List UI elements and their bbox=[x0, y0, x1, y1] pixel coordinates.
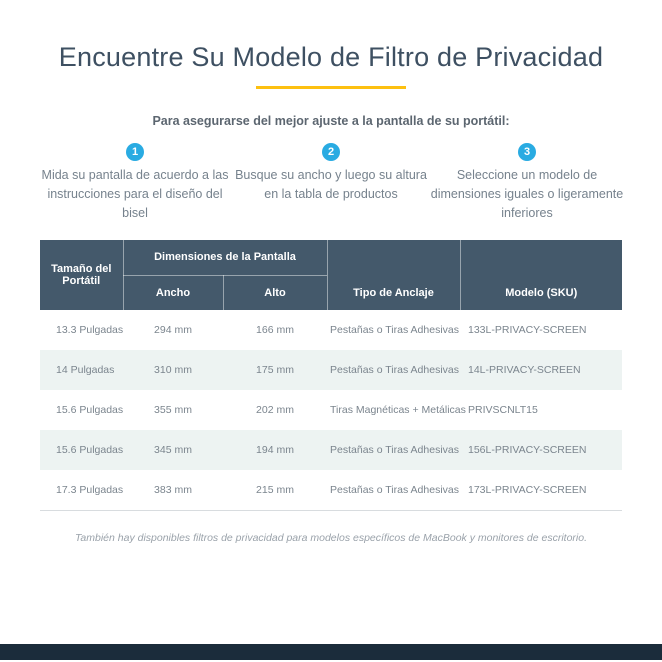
step-2-number-icon: 2 bbox=[322, 143, 340, 161]
cell-width: 345 mm bbox=[154, 444, 192, 456]
section-divider bbox=[40, 510, 622, 511]
col-header-height: Alto bbox=[223, 275, 327, 310]
cell-height: 194 mm bbox=[256, 444, 294, 456]
cell-anchor-type: Pestañas o Tiras Adhesivas bbox=[330, 484, 459, 496]
privacy-filter-spec-table: Tamaño del Portátil Dimensiones de la Pa… bbox=[40, 240, 622, 510]
cell-anchor-type: Pestañas o Tiras Adhesivas bbox=[330, 324, 459, 336]
cell-size: 15.6 Pulgadas bbox=[56, 444, 124, 456]
step-2: 2 Busque su ancho y luego su altura en l… bbox=[233, 143, 429, 204]
title-accent-underline bbox=[256, 86, 406, 89]
step-1: 1 Mida su pantalla de acuerdo a las inst… bbox=[37, 143, 233, 223]
cell-anchor-type: Pestañas o Tiras Adhesivas bbox=[330, 444, 459, 456]
table-body: 13.3 Pulgadas 294 mm 166 mm Pestañas o T… bbox=[40, 310, 622, 510]
cell-width: 294 mm bbox=[154, 324, 192, 336]
cell-anchor-type: Pestañas o Tiras Adhesivas bbox=[330, 364, 459, 376]
step-1-text: Mida su pantalla de acuerdo a las instru… bbox=[41, 168, 229, 220]
cell-model-sku: PRIVSCNLT15 bbox=[468, 404, 538, 416]
cell-width: 355 mm bbox=[154, 404, 192, 416]
cell-model-sku: 156L-PRIVACY-SCREEN bbox=[468, 444, 587, 456]
cell-size: 15.6 Pulgadas bbox=[56, 404, 124, 416]
macbook-footnote: También hay disponibles filtros de priva… bbox=[74, 532, 588, 544]
cell-model-sku: 173L-PRIVACY-SCREEN bbox=[468, 484, 587, 496]
table-row: 14 Pulgadas 310 mm 175 mm Pestañas o Tir… bbox=[40, 350, 622, 390]
col-header-laptop-size: Tamaño del Portátil bbox=[40, 240, 124, 310]
col-header-width: Ancho bbox=[123, 275, 224, 310]
steps-row: 1 Mida su pantalla de acuerdo a las inst… bbox=[0, 143, 662, 223]
page-subtitle: Para asegurarse del mejor ajuste a la pa… bbox=[152, 114, 510, 128]
col-header-screen-dimensions: Dimensiones de la Pantalla bbox=[123, 240, 327, 276]
table-row: 15.6 Pulgadas 355 mm 202 mm Tiras Magnét… bbox=[40, 390, 622, 430]
cell-size: 13.3 Pulgadas bbox=[56, 324, 124, 336]
cell-width: 383 mm bbox=[154, 484, 192, 496]
cell-height: 175 mm bbox=[256, 364, 294, 376]
cell-height: 166 mm bbox=[256, 324, 294, 336]
table-row: 13.3 Pulgadas 294 mm 166 mm Pestañas o T… bbox=[40, 310, 622, 350]
cell-size: 17.3 Pulgadas bbox=[56, 484, 124, 496]
step-3-text: Seleccione un modelo de dimensiones igua… bbox=[430, 168, 624, 220]
cell-height: 202 mm bbox=[256, 404, 294, 416]
step-3-number-icon: 3 bbox=[518, 143, 536, 161]
table-header: Tamaño del Portátil Dimensiones de la Pa… bbox=[40, 240, 622, 310]
cell-height: 215 mm bbox=[256, 484, 294, 496]
step-3: 3 Seleccione un modelo de dimensiones ig… bbox=[429, 143, 625, 223]
cell-width: 310 mm bbox=[154, 364, 192, 376]
cell-model-sku: 133L-PRIVACY-SCREEN bbox=[468, 324, 587, 336]
table-row: 15.6 Pulgadas 345 mm 194 mm Pestañas o T… bbox=[40, 430, 622, 470]
step-2-text: Busque su ancho y luego su altura en la … bbox=[235, 168, 427, 201]
col-header-anchor-type: Tipo de Anclaje bbox=[326, 240, 460, 310]
privacy-filter-infographic: Encuentre Su Modelo de Filtro de Privaci… bbox=[0, 42, 662, 660]
cell-size: 14 Pulgadas bbox=[56, 364, 115, 376]
step-1-number-icon: 1 bbox=[126, 143, 144, 161]
cell-anchor-type: Tiras Magnéticas + Metálicas bbox=[330, 404, 466, 416]
footer-navy-bar bbox=[0, 644, 662, 660]
table-row: 17.3 Pulgadas 383 mm 215 mm Pestañas o T… bbox=[40, 470, 622, 510]
cell-model-sku: 14L-PRIVACY-SCREEN bbox=[468, 364, 581, 376]
page-title: Encuentre Su Modelo de Filtro de Privaci… bbox=[58, 42, 604, 72]
col-header-model-sku: Modelo (SKU) bbox=[459, 240, 622, 310]
